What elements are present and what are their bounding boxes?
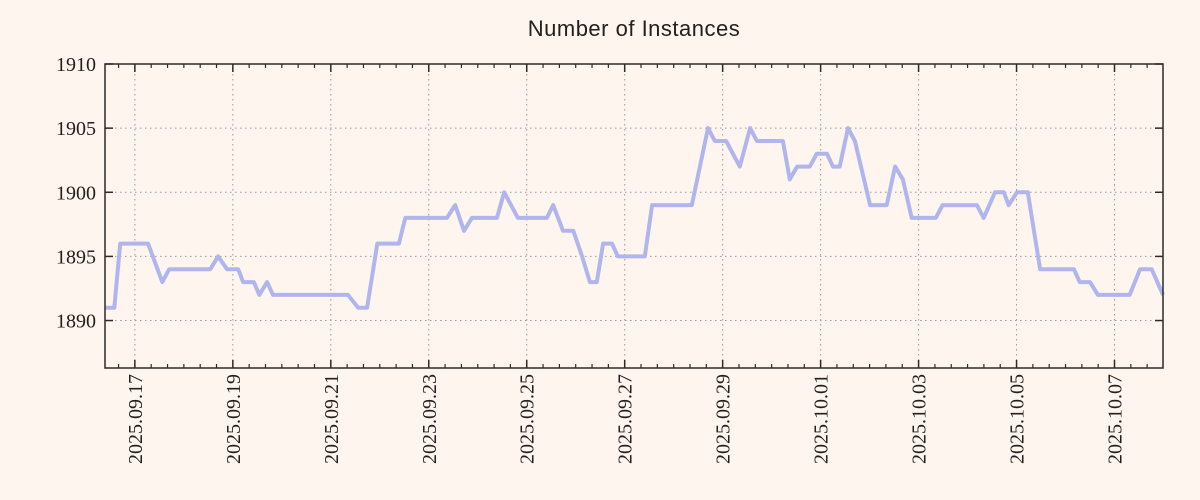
x-tick-label: 2025.09.25 bbox=[517, 374, 539, 464]
x-tick-label: 2025.09.19 bbox=[223, 374, 245, 464]
x-tick-label: 2025.09.23 bbox=[419, 374, 441, 464]
x-tick-label: 2025.10.01 bbox=[811, 374, 833, 464]
y-tick-label: 1905 bbox=[56, 118, 96, 140]
chart-title: Number of Instances bbox=[527, 16, 741, 41]
y-tick-label: 1890 bbox=[56, 311, 96, 333]
x-tick-label: 2025.10.03 bbox=[909, 374, 931, 464]
y-tick-label: 1910 bbox=[56, 54, 96, 76]
y-tick-label: 1900 bbox=[56, 182, 96, 204]
plot-frame bbox=[104, 63, 1164, 369]
x-tick-label: 2025.09.29 bbox=[713, 374, 735, 464]
data-line-instances bbox=[105, 126, 1165, 310]
x-tick-label: 2025.09.21 bbox=[321, 374, 343, 464]
x-tick-label: 2025.10.07 bbox=[1105, 374, 1127, 464]
x-tick-label: 2025.10.05 bbox=[1007, 374, 1029, 464]
x-tick-label: 2025.09.27 bbox=[615, 374, 637, 464]
y-tick-label: 1895 bbox=[56, 246, 96, 268]
x-tick-label: 2025.09.17 bbox=[125, 374, 147, 464]
